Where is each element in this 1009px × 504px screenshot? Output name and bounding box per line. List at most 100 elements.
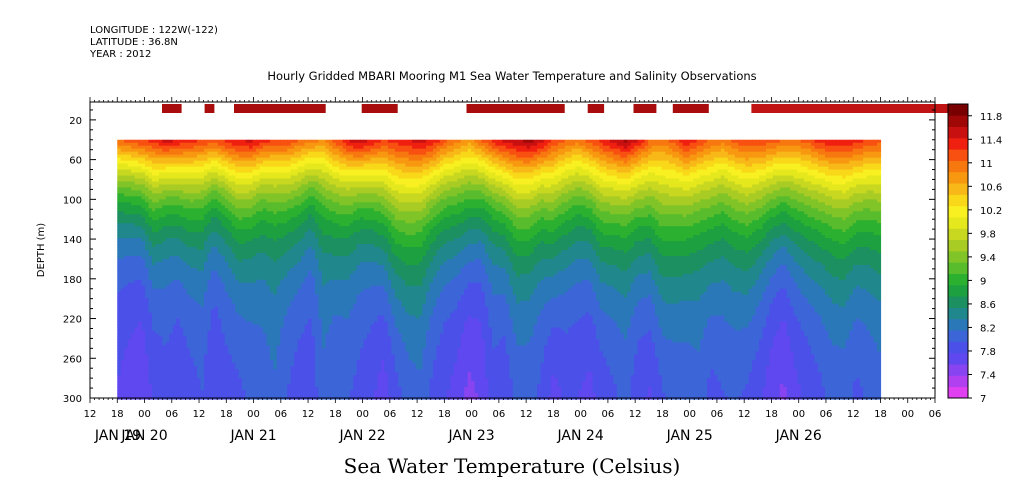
colorbar-swatch [948,387,968,399]
colorbar-label: 9.8 [980,229,996,240]
surface-flag-bar [205,104,215,113]
x-hour-tick-label: 18 [220,409,233,420]
colorbar-swatch [948,296,968,308]
colorbar-label: 9 [980,276,986,287]
surface-flag-bar [467,104,565,113]
colorbar-label: 10.2 [980,206,1002,217]
x-hour-tick-label: 12 [629,409,642,420]
colorbar-swatch [948,353,968,365]
x-hour-tick-label: 06 [493,409,506,420]
x-hour-tick-label: 18 [874,409,887,420]
surface-flag-bar [634,104,657,113]
colorbar-swatch [948,251,968,263]
colorbar-swatch [948,274,968,286]
x-hour-tick-label: 12 [847,409,860,420]
colorbar-swatch [948,308,968,320]
x-hour-tick-label: 18 [111,409,124,420]
colorbar-swatch [948,228,968,240]
colorbar-swatch [948,285,968,297]
colorbar-swatch [948,138,968,150]
colorbar-swatch [948,262,968,274]
surface-flag-bar [234,104,326,113]
contour-field [117,140,881,400]
x-hour-tick-label: 00 [465,409,478,420]
x-day-label: JAN 24 [557,428,604,444]
x-hour-tick-label: 06 [383,409,396,420]
colorbar-label: 7.8 [980,347,996,358]
colorbar-swatch [948,330,968,342]
colorbar-swatch [948,319,968,331]
surface-flag-bar [673,104,709,113]
x-hour-tick-label: 06 [820,409,833,420]
y-tick-label: 300 [63,394,82,405]
x-day-label: JAN 26 [775,428,822,444]
colorbar-label: 8.6 [980,300,996,311]
y-tick-label: 180 [63,275,82,286]
colorbar-swatch [948,104,968,116]
x-hour-tick-label: 18 [765,409,778,420]
colorbar-swatch [948,183,968,195]
colorbar-swatch [948,115,968,127]
x-hour-tick-label: 00 [356,409,369,420]
colorbar-swatch [948,375,968,387]
x-hour-tick-label: 18 [656,409,669,420]
surface-flag-bar [162,104,182,113]
colorbar-swatch [948,341,968,353]
x-hour-tick-label: 00 [574,409,587,420]
colorbar-label: 7 [980,394,986,405]
colorbar-swatch [948,240,968,252]
colorbar-swatch [948,127,968,139]
colorbar-swatch [948,194,968,206]
x-hour-tick-label: 00 [138,409,151,420]
x-hour-tick-label: 06 [929,409,942,420]
y-tick-label: 60 [69,156,82,167]
x-hour-tick-label: 12 [411,409,424,420]
surface-flag-bar [362,104,398,113]
x-axis-title: Sea Water Temperature (Celsius) [0,454,1009,478]
colorbar-swatch [948,217,968,229]
colorbar-label: 11 [980,159,993,170]
y-axis-title: DEPTH (m) [36,223,47,277]
colorbar: 7 7.4 7.8 8.2 8.6 9 9.4 9.8 10.2 10.6 11 11.4 11.8 [948,104,1002,405]
x-hour-tick-label: 18 [329,409,342,420]
surface-flag-bars [162,104,948,113]
surface-flag-bar [751,104,948,113]
x-day-label: JAN 22 [338,428,385,444]
y-tick-label: 100 [63,195,82,206]
x-hour-tick-label: 00 [901,409,914,420]
colorbar-swatch [948,149,968,161]
colorbar-swatch [948,364,968,376]
colorbar-label: 7.4 [980,370,996,381]
x-hour-tick-label: 18 [547,409,560,420]
x-hour-tick-label: 12 [738,409,751,420]
x-day-label: JAN 23 [448,428,495,444]
x-hour-tick-label: 00 [792,409,805,420]
surface-flag-bar [588,104,604,113]
colorbar-label: 10.6 [980,182,1002,193]
colorbar-swatch [948,206,968,218]
colorbar-label: 9.4 [980,253,996,264]
x-day-label: JAN 25 [666,428,713,444]
x-hour-tick-label: 06 [711,409,724,420]
x-day-label: JAN 21 [229,428,276,444]
x-hour-tick-label: 00 [247,409,260,420]
x-hour-tick-label: 06 [165,409,178,420]
colorbar-label: 11.4 [980,135,1002,146]
x-day-label: JAN 20 [120,428,167,444]
x-hour-tick-label: 12 [193,409,206,420]
colorbar-label: 11.8 [980,112,1002,123]
x-hour-tick-label: 00 [683,409,696,420]
x-hour-tick-label: 12 [520,409,533,420]
colorbar-swatch [948,172,968,184]
x-hour-tick-label: 12 [302,409,315,420]
colorbar-swatch [948,161,968,173]
y-tick-label: 260 [63,354,82,365]
x-hour-tick-label: 18 [438,409,451,420]
x-hour-tick-label: 06 [602,409,615,420]
colorbar-label: 8.2 [980,323,996,334]
x-hour-tick-label: 12 [84,409,97,420]
x-hour-tick-label: 06 [274,409,287,420]
y-tick-label: 20 [69,116,82,127]
y-tick-label: 220 [63,315,82,326]
